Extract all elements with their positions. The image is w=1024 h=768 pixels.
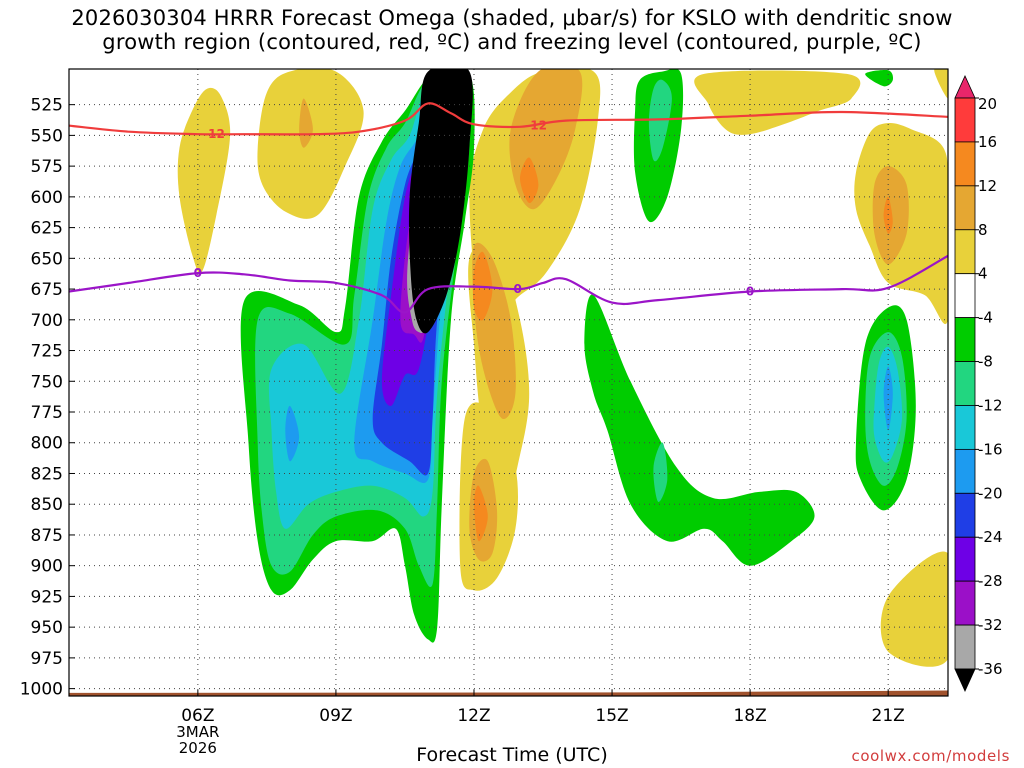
- xtick-label-18Z: 18Z: [733, 706, 766, 726]
- colorbar-label-1: 16: [978, 133, 997, 151]
- contour-lines: -12 -12 0 0 0: [69, 102, 948, 314]
- colorbar-box-5: [954, 317, 976, 362]
- freezing-label-3: 0: [746, 285, 754, 299]
- ytick-label-975: 975: [31, 649, 63, 669]
- colorbar-box-7: [954, 405, 976, 450]
- colorbar-box-11: [954, 580, 976, 626]
- colorbar-label-8: -16: [978, 440, 1003, 458]
- ytick-label-1000: 1000: [20, 680, 63, 700]
- omega-region-30: [285, 405, 300, 462]
- colorbar-box-1: [954, 141, 976, 187]
- terrain-fill: [69, 690, 948, 696]
- xtick-label-15Z: 15Z: [595, 706, 628, 726]
- omega-region-16: [934, 69, 948, 99]
- date-label-0: 3MAR: [176, 723, 219, 741]
- dgz-contour-line: [69, 102, 948, 136]
- date-label-1: 2026: [179, 739, 217, 757]
- colorbar-label-7: -12: [978, 396, 1003, 414]
- ytick-label-575: 575: [31, 157, 63, 177]
- colorbar-box-9: [954, 492, 976, 538]
- colorbar-box-10: [954, 536, 976, 582]
- colorbar-label-12: -32: [978, 616, 1003, 634]
- colorbar-box-12: [954, 624, 976, 670]
- ytick-label-875: 875: [31, 526, 63, 546]
- colorbar-box-3: [954, 229, 976, 275]
- omega-region-26: [880, 551, 948, 667]
- omega-region-15: [865, 69, 894, 87]
- xtick-label-06Z: 06Z: [181, 706, 214, 726]
- terrain-layer: [69, 690, 948, 696]
- omega-region-25: [883, 366, 893, 431]
- x-axis-label: Forecast Time (UTC): [416, 744, 608, 766]
- colorbar-bottom-arrow: [954, 668, 976, 692]
- ytick-label-525: 525: [31, 96, 63, 116]
- colorbar-box-0: [954, 97, 976, 143]
- ytick-label-800: 800: [31, 434, 63, 454]
- omega-region-5: [520, 157, 539, 204]
- chart-title-line2: growth region (contoured, red, ºC) and f…: [102, 30, 922, 54]
- xtick-label-21Z: 21Z: [872, 706, 905, 726]
- omega-region-1: [257, 69, 364, 219]
- ytick-label-925: 925: [31, 587, 63, 607]
- credit-link[interactable]: coolwx.com/models: [851, 747, 1010, 765]
- colorbar-label-5: -4: [978, 309, 993, 327]
- omega-region-19: [883, 196, 893, 234]
- freezing-label-2: 0: [514, 282, 522, 296]
- omega-region-13: [648, 79, 672, 162]
- xtick-label-12Z: 12Z: [457, 706, 490, 726]
- omega-region-11: [474, 485, 488, 542]
- dgz-label-2: -12: [525, 119, 547, 133]
- ytick-label-825: 825: [31, 464, 63, 484]
- freezing-level-line: [69, 254, 948, 314]
- colorbar: 20 16 12 8 4 -4 -8 -12 -16 -20 -24 -28 -32 -36: [954, 75, 1003, 692]
- ytick-label-650: 650: [31, 249, 63, 269]
- omega-shading-layer: [177, 69, 948, 667]
- colorbar-label-13: -36: [978, 660, 1003, 678]
- chart-title-line1: 2026030304 HRRR Forecast Omega (shaded, …: [71, 6, 953, 30]
- colorbar-label-3: 8: [978, 221, 988, 239]
- colorbar-label-9: -20: [978, 484, 1003, 502]
- ytick-label-725: 725: [31, 342, 63, 362]
- colorbar-box-2: [954, 185, 976, 231]
- colorbar-label-2: 12: [978, 177, 997, 195]
- colorbar-box-8: [954, 448, 976, 494]
- chart-title: 2026030304 HRRR Forecast Omega (shaded, …: [0, 6, 1024, 54]
- colorbar-top-arrow: [954, 75, 976, 99]
- colorbar-label-10: -24: [978, 528, 1003, 546]
- colorbar-label-0: 20: [978, 95, 997, 113]
- omega-region-21: [653, 442, 668, 502]
- omega-region-0: [177, 87, 231, 274]
- colorbar-label-6: -8: [978, 353, 993, 371]
- ytick-label-700: 700: [31, 311, 63, 331]
- colorbar-label-11: -28: [978, 572, 1003, 590]
- plot-frame: [68, 68, 949, 697]
- ytick-label-900: 900: [31, 557, 63, 577]
- ytick-label-950: 950: [31, 618, 63, 638]
- omega-region-20: [584, 294, 815, 566]
- freezing-label-1: 0: [194, 266, 202, 280]
- ytick-label-775: 775: [31, 403, 63, 423]
- colorbar-box-4: [954, 273, 976, 319]
- ytick-label-625: 625: [31, 219, 63, 239]
- colorbar-label-4: 4: [978, 265, 988, 283]
- axes: 525 550 575 600 625 650 675 700 725 750 775 800 825 8…: [20, 68, 949, 757]
- xtick-label-09Z: 09Z: [319, 706, 352, 726]
- ytick-label-675: 675: [31, 280, 63, 300]
- ytick-label-850: 850: [31, 495, 63, 515]
- ytick-label-750: 750: [31, 372, 63, 392]
- colorbar-box-6: [954, 361, 976, 406]
- ytick-label-550: 550: [31, 126, 63, 146]
- omega-region-14: [694, 70, 861, 135]
- ytick-label-600: 600: [31, 188, 63, 208]
- dgz-label-1: -12: [203, 127, 225, 141]
